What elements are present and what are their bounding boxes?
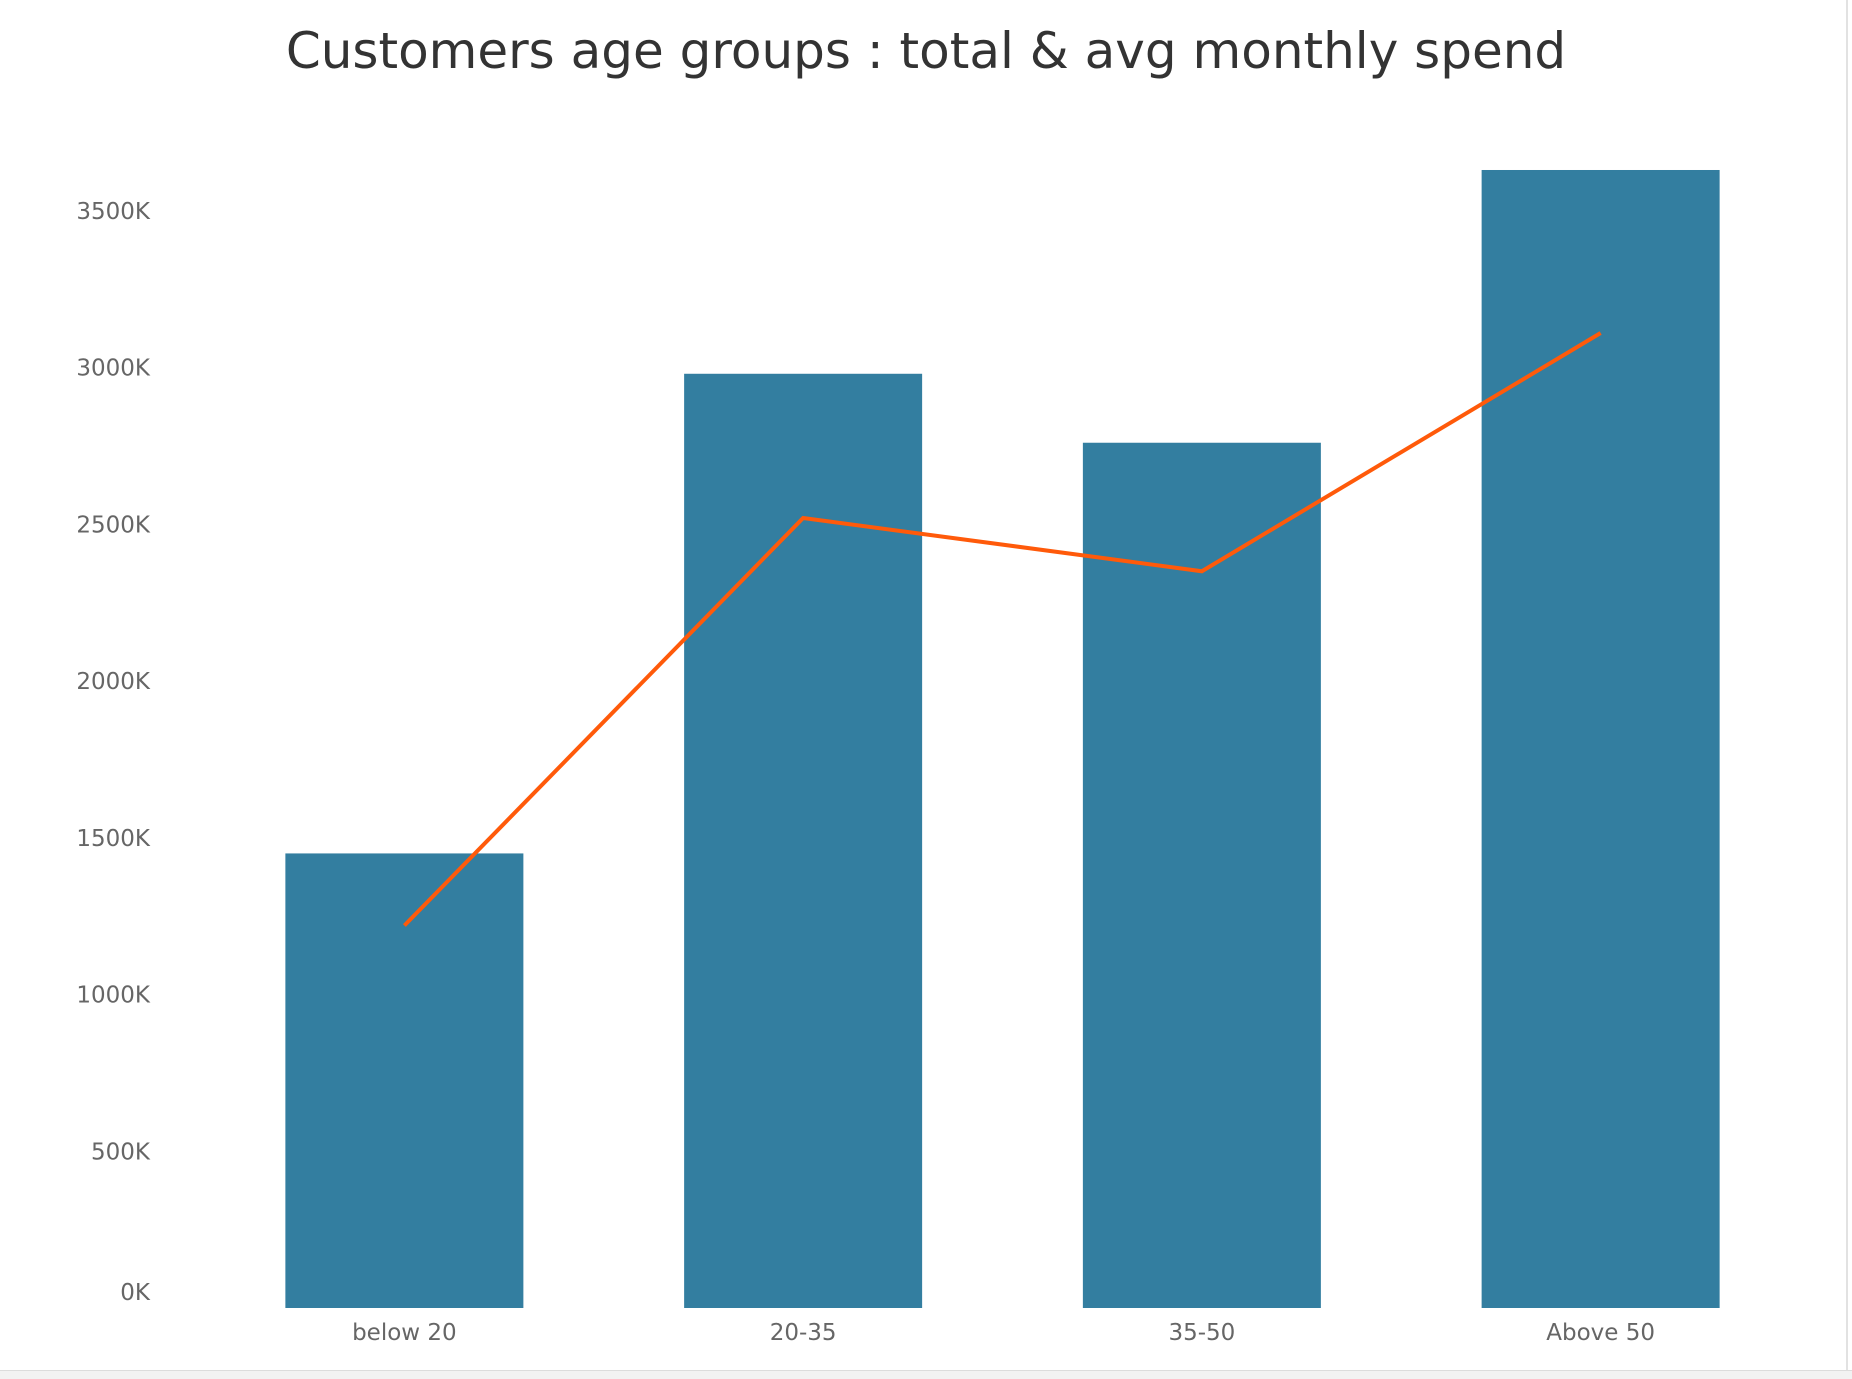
y-axis: 0K 500K 1000K 1500K 2000K 2500K 3000K 3500K [76,199,151,1306]
x-axis: below 20 20-35 35-50 Above 50 [352,1320,1655,1346]
bars-layer [285,170,1719,1308]
right-border [1846,0,1848,1372]
y-tick-label: 1500K [76,826,151,852]
y-tick-label: 3000K [76,356,151,382]
y-tick-label: 1000K [76,983,151,1009]
y-tick-label: 2500K [76,512,151,538]
y-tick-label: 2000K [76,669,151,695]
y-tick-label: 500K [91,1139,151,1165]
y-tick-label: 0K [120,1280,151,1306]
x-tick-label: below 20 [352,1320,457,1346]
x-tick-label: Above 50 [1546,1320,1655,1346]
x-tick-label: 35-50 [1168,1320,1235,1346]
y-tick-label: 3500K [76,199,151,225]
bar-0 [285,853,523,1308]
line-layer [404,333,1600,926]
x-tick-label: 20-35 [770,1320,837,1346]
bar-3 [1482,170,1720,1308]
bar-1 [684,374,922,1308]
avg-spend-line [404,333,1600,926]
